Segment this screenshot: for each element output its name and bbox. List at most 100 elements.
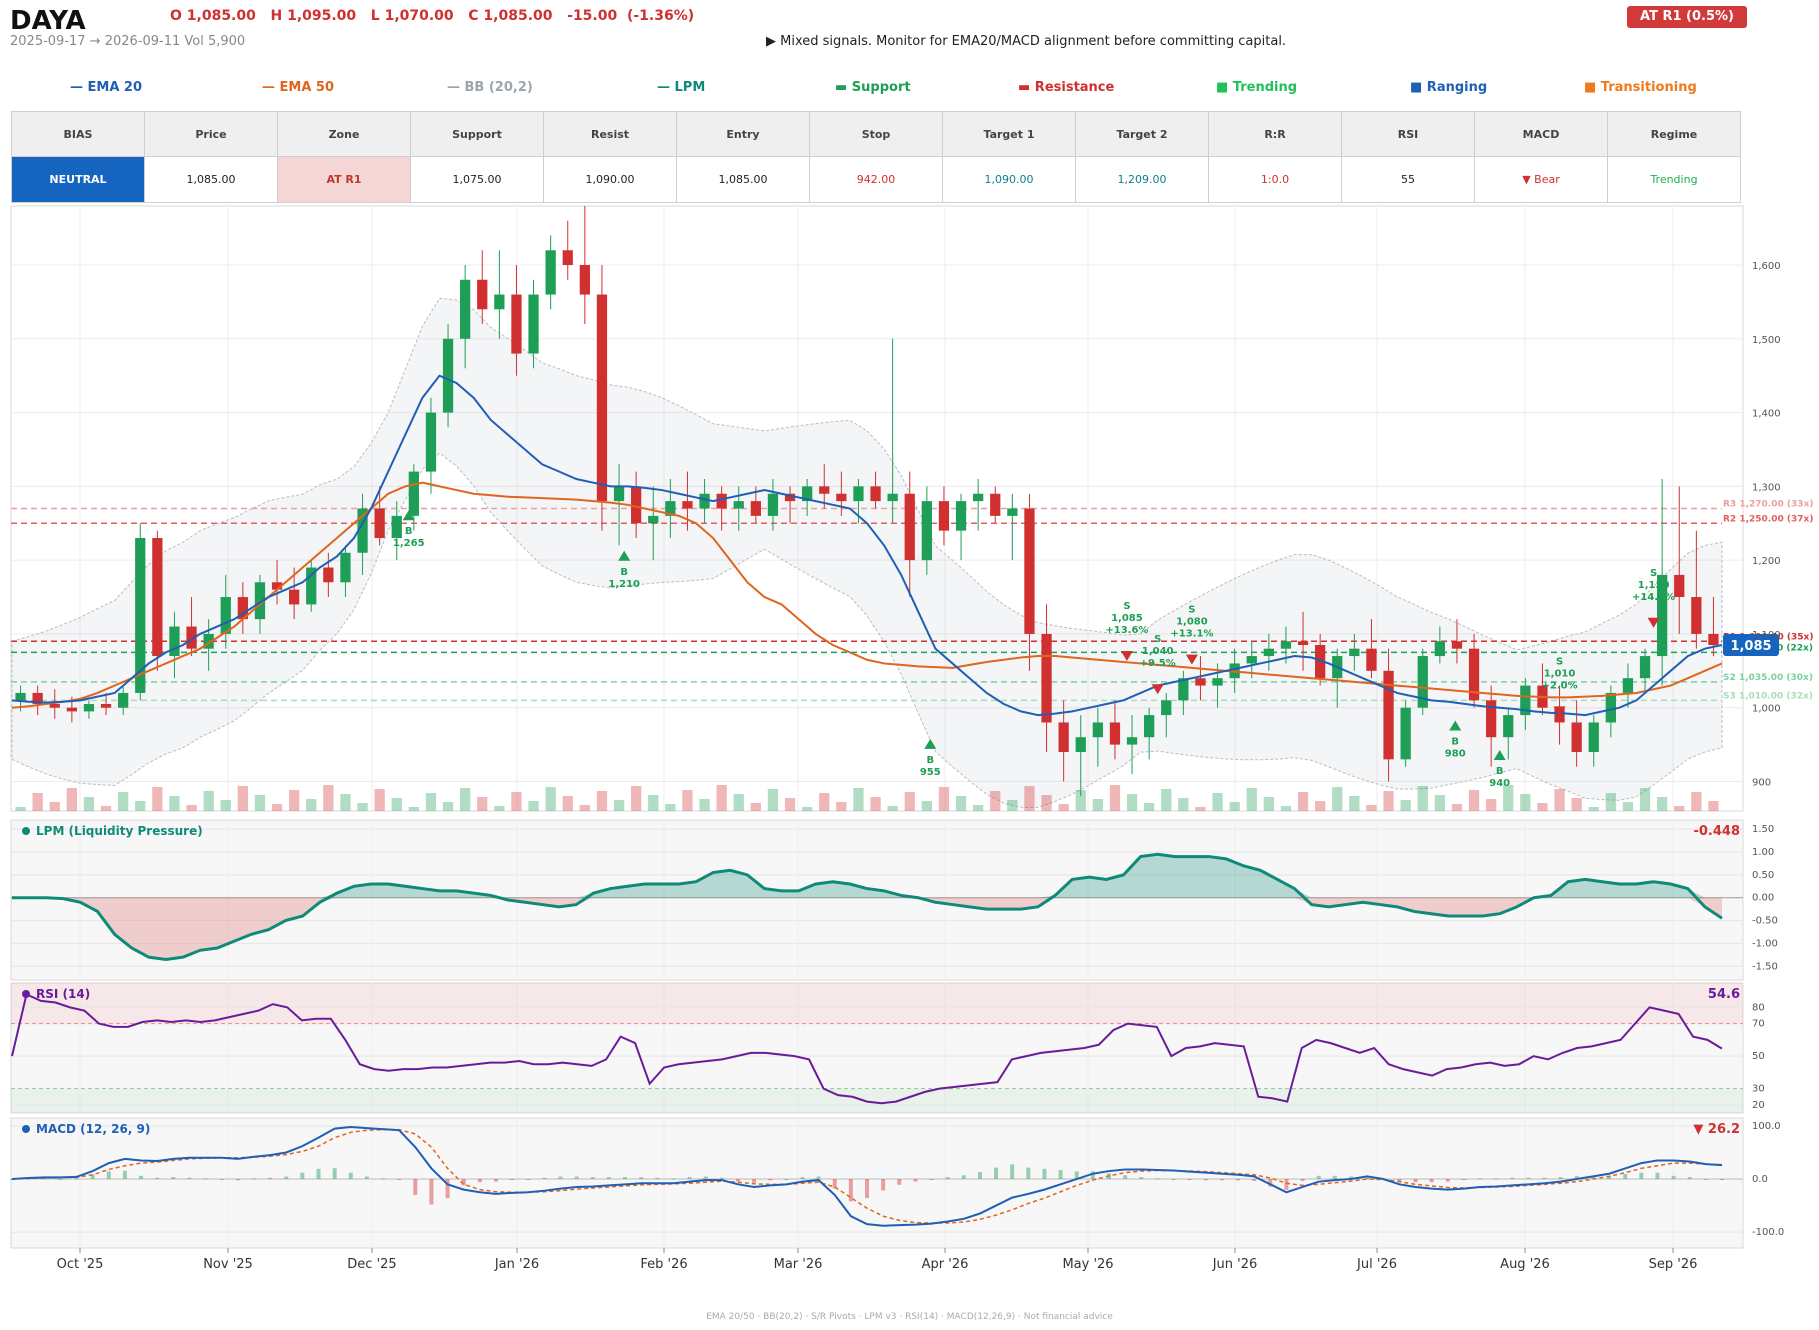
candle-body xyxy=(1315,644,1326,679)
volume-bar xyxy=(973,805,984,811)
volume-bar xyxy=(716,785,727,811)
x-tick-label: Mar '26 xyxy=(774,1257,823,1272)
candle-body xyxy=(767,493,779,516)
volume-bar xyxy=(460,788,471,811)
header-target1: Target 1 xyxy=(942,111,1076,157)
candle-body xyxy=(254,582,266,620)
macd-histogram-bar xyxy=(1219,1179,1224,1181)
volume-bar xyxy=(1092,799,1103,811)
volume-bar xyxy=(1297,792,1309,811)
candle-body xyxy=(442,338,454,413)
marker-side: S xyxy=(1154,634,1161,645)
macd-histogram-bar xyxy=(897,1179,902,1185)
volume-bar xyxy=(1657,797,1668,811)
volume-bar xyxy=(665,804,676,811)
candle-body xyxy=(631,486,642,524)
candle-body xyxy=(1674,574,1685,598)
volume-bar xyxy=(836,802,847,811)
volume-bar xyxy=(682,790,693,811)
macd-tick-label: 0.0 xyxy=(1752,1174,1768,1185)
volume-bar xyxy=(699,799,710,811)
candle-body xyxy=(1588,722,1599,752)
volume-bar xyxy=(1468,790,1480,811)
candle-body xyxy=(460,279,471,339)
volume-bar xyxy=(887,806,898,811)
macd-histogram-bar xyxy=(768,1179,773,1181)
macd-histogram-bar xyxy=(348,1172,353,1180)
candle-body xyxy=(1246,656,1257,664)
volume-bar xyxy=(853,788,864,811)
candle-body xyxy=(1178,678,1189,701)
lpm-tick-label: -1.50 xyxy=(1752,961,1778,972)
candle-body xyxy=(750,501,761,516)
volume-bar xyxy=(271,804,283,811)
sell-marker xyxy=(1185,654,1198,665)
volume-bar xyxy=(391,798,402,811)
macd-histogram-bar xyxy=(1300,1179,1305,1181)
volume-bar xyxy=(1400,800,1411,811)
header-price: Price xyxy=(144,111,278,157)
volume-bar xyxy=(1708,801,1719,811)
macd-histogram-bar xyxy=(187,1177,192,1180)
macd-histogram-bar xyxy=(1478,1178,1483,1180)
marker-price: 955 xyxy=(920,767,941,778)
bollinger-bands xyxy=(11,297,1723,809)
macd-histogram-bar xyxy=(1703,1179,1708,1181)
legend-ranging: ■ Ranging xyxy=(1410,80,1488,95)
volume-bar xyxy=(118,792,129,811)
volume-bar xyxy=(511,792,522,811)
candle-body xyxy=(135,538,146,693)
volume-bar xyxy=(955,796,967,811)
marker-price: 980 xyxy=(1445,748,1466,759)
candle-body xyxy=(1263,648,1274,657)
marker-side: B xyxy=(1451,736,1459,747)
volume-bar xyxy=(1503,785,1514,811)
macd-histogram-bar xyxy=(1236,1179,1241,1181)
candle-body xyxy=(1366,648,1377,671)
marker-side: B xyxy=(1496,766,1504,777)
candle-body xyxy=(921,501,932,561)
macd-histogram-bar xyxy=(881,1179,886,1191)
price-tick-label: 1,500 xyxy=(1752,335,1781,346)
candle-body xyxy=(613,486,625,502)
candle-body xyxy=(1400,707,1411,760)
macd-histogram-bar xyxy=(10,1179,14,1181)
header-rr: R:R xyxy=(1208,111,1342,157)
macd-histogram-bar xyxy=(1526,1177,1531,1180)
candle-body xyxy=(1622,678,1634,693)
macd-histogram-bar xyxy=(526,1179,531,1181)
macd-histogram-bar xyxy=(1252,1179,1257,1181)
candle-body xyxy=(699,493,710,509)
volume-bar xyxy=(1366,805,1377,811)
macd-histogram-bar xyxy=(58,1179,63,1181)
summary-table: BIAS Price Zone Support Resist Entry Sto… xyxy=(11,111,1741,203)
level-label: S2 1,035.00 (30x) xyxy=(1723,673,1813,683)
candle-body xyxy=(1161,700,1172,716)
legend-bb: — BB (20,2) xyxy=(447,80,533,95)
macd-histogram-bar xyxy=(1090,1171,1095,1180)
volume-bar xyxy=(1178,798,1189,811)
macd-histogram-bar xyxy=(865,1179,869,1199)
volume-bar xyxy=(750,803,761,811)
volume-bar xyxy=(1144,803,1155,811)
volume-bar xyxy=(1315,801,1326,811)
volume-bar xyxy=(425,793,437,811)
value-bias: NEUTRAL xyxy=(11,156,145,203)
macd-histogram-bar xyxy=(1574,1175,1579,1180)
marker-price: 1,210 xyxy=(608,579,640,590)
macd-histogram-bar xyxy=(300,1172,305,1180)
candle-body xyxy=(528,294,539,354)
marker-side: S xyxy=(1123,601,1130,612)
x-tick-label: Dec '25 xyxy=(347,1257,396,1272)
rsi-tick-label: 30 xyxy=(1752,1084,1765,1095)
macd-histogram-bar xyxy=(719,1177,724,1180)
candle-body xyxy=(784,493,796,502)
sell-marker xyxy=(1151,684,1164,695)
volume-bar xyxy=(66,788,77,811)
macd-histogram-bar xyxy=(106,1171,111,1180)
macd-histogram-bar xyxy=(1397,1179,1402,1183)
macd-histogram-bar xyxy=(429,1179,434,1205)
candle-body xyxy=(682,501,693,509)
volume-bar xyxy=(494,806,505,811)
value-regime: Trending xyxy=(1607,156,1741,203)
